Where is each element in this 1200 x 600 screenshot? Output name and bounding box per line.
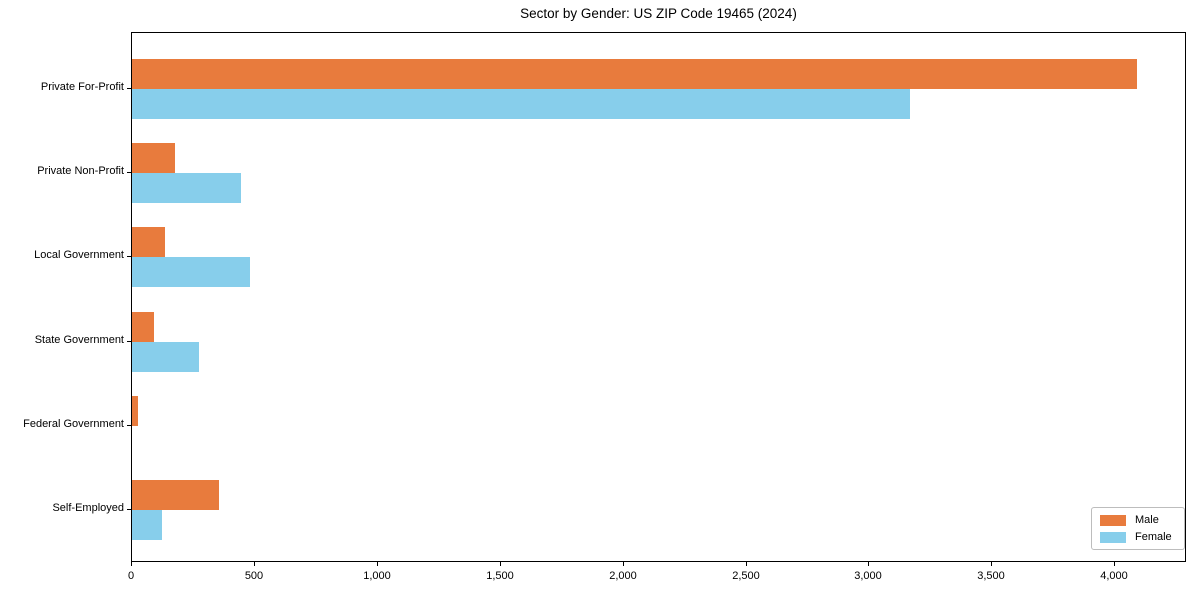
legend-swatch-female [1100, 531, 1126, 543]
x-tick-label-1500: 1,500 [486, 570, 514, 582]
y-tick-mark [127, 256, 131, 257]
x-tick-label-1000: 1,000 [363, 570, 391, 582]
y-tick-label-federal-government: Federal Government [23, 418, 124, 430]
plot-area [131, 32, 1186, 562]
x-tick-label-0: 0 [127, 570, 135, 582]
x-tick-label-2500: 2,500 [732, 570, 760, 582]
x-tick-mark [991, 562, 992, 566]
x-tick-mark [500, 562, 501, 566]
y-tick-label-private-for-profit: Private For-Profit [40, 81, 124, 93]
x-tick-label-500: 500 [244, 570, 264, 582]
legend-swatch-male [1100, 514, 1126, 526]
x-tick-label-4000: 4,000 [1100, 570, 1128, 582]
x-tick-label-3000: 3,000 [854, 570, 882, 582]
x-tick-mark [131, 562, 132, 566]
x-tick-mark [868, 562, 869, 566]
y-tick-label-state-government: State Government [34, 334, 124, 346]
legend: Male Female [1091, 507, 1185, 550]
bar-private-for-profit-female [132, 89, 910, 119]
y-tick-mark [127, 425, 131, 426]
chart-title: Sector by Gender: US ZIP Code 19465 (202… [520, 6, 797, 21]
x-tick-label-3500: 3,500 [977, 570, 1005, 582]
legend-item-male: Male [1100, 514, 1172, 526]
x-tick-label-2000: 2,000 [609, 570, 637, 582]
bar-federal-government-male [132, 396, 138, 426]
bar-state-government-female [132, 342, 199, 372]
y-tick-label-private-non-profit: Private Non-Profit [37, 165, 124, 177]
legend-item-female: Female [1100, 531, 1172, 543]
y-tick-mark [127, 172, 131, 173]
bar-state-government-male [132, 312, 154, 342]
x-tick-mark [746, 562, 747, 566]
y-tick-mark [127, 88, 131, 89]
bar-local-government-female [132, 257, 250, 287]
y-tick-mark [127, 341, 131, 342]
y-tick-label-self-employed: Self-Employed [52, 502, 124, 514]
bar-self-employed-male [132, 480, 219, 510]
bar-private-non-profit-female [132, 173, 241, 203]
bar-local-government-male [132, 227, 165, 257]
x-tick-mark [254, 562, 255, 566]
legend-label-female: Female [1135, 531, 1172, 543]
y-tick-mark [127, 509, 131, 510]
x-tick-mark [377, 562, 378, 566]
legend-label-male: Male [1135, 514, 1159, 526]
bar-self-employed-female [132, 510, 162, 540]
bar-private-non-profit-male [132, 143, 175, 173]
bar-private-for-profit-male [132, 59, 1137, 89]
y-tick-label-local-government: Local Government [34, 249, 124, 261]
x-tick-mark [623, 562, 624, 566]
x-tick-mark [1114, 562, 1115, 566]
